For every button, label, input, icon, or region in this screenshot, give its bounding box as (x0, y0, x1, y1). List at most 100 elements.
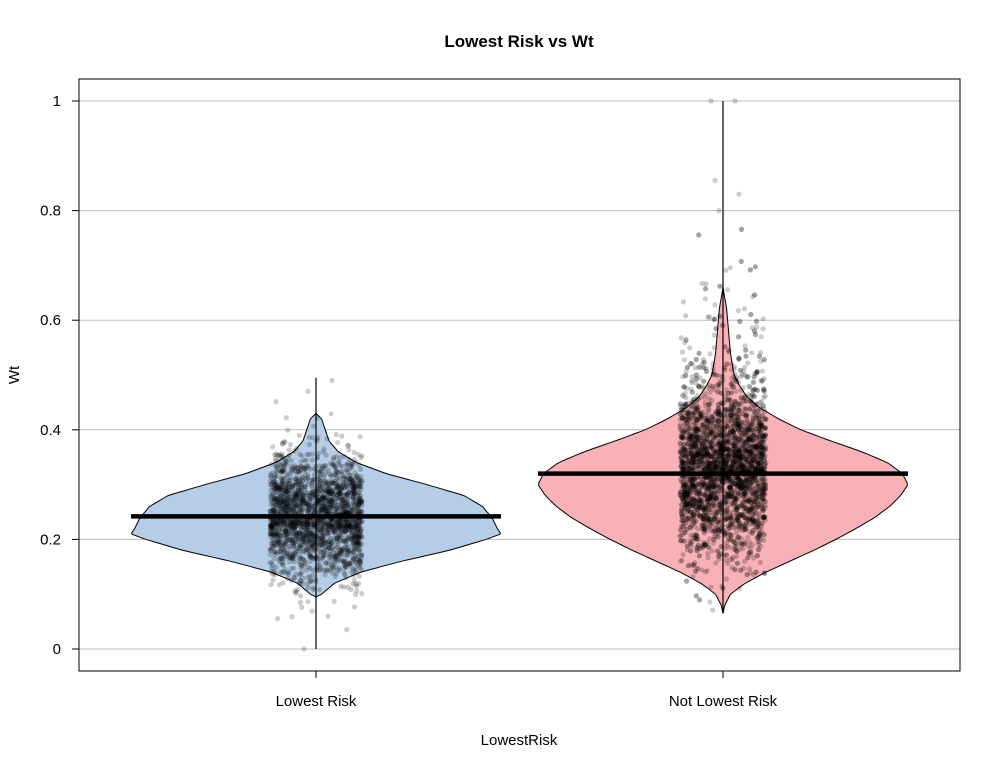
data-point (269, 545, 275, 551)
data-point (338, 519, 345, 525)
data-point (327, 502, 333, 509)
data-point (293, 571, 299, 577)
data-point (305, 481, 311, 487)
data-point (353, 546, 359, 552)
data-point (270, 525, 276, 531)
data-point (297, 580, 303, 586)
data-point (306, 441, 313, 448)
data-point (343, 462, 349, 468)
data-point (349, 525, 356, 531)
data-point (288, 466, 294, 472)
data-point (280, 502, 286, 508)
data-point (317, 491, 323, 497)
data-point (292, 504, 298, 510)
data-point (274, 541, 280, 548)
data-point (269, 523, 275, 529)
data-point (329, 529, 335, 536)
data-point (293, 493, 299, 499)
data-point (325, 530, 331, 537)
data-point (279, 517, 286, 523)
data-point (268, 527, 274, 534)
data-point (300, 497, 306, 503)
data-point (292, 523, 299, 530)
data-point (341, 584, 347, 590)
data-point (314, 489, 320, 495)
data-point (323, 498, 330, 504)
data-point (303, 567, 309, 573)
data-point (283, 462, 289, 468)
data-point (324, 502, 330, 508)
data-point (346, 447, 352, 453)
data-point (357, 558, 363, 564)
data-point (297, 520, 303, 527)
data-point (337, 505, 343, 511)
data-point (293, 520, 299, 526)
data-point (292, 502, 299, 508)
data-point (337, 490, 343, 496)
data-point (284, 503, 290, 509)
data-point (278, 525, 284, 531)
data-point (322, 506, 328, 512)
data-point (303, 457, 309, 463)
data-point (302, 467, 308, 473)
data-point (326, 561, 332, 567)
data-point (267, 531, 273, 537)
data-point (319, 495, 325, 501)
data-point (277, 487, 283, 493)
data-point (275, 484, 281, 490)
data-point (346, 489, 352, 495)
data-point (277, 493, 284, 499)
data-point (321, 486, 327, 492)
data-point (292, 494, 298, 500)
data-point (315, 434, 321, 441)
data-point (334, 469, 340, 475)
data-point (336, 524, 342, 530)
data-point (319, 537, 325, 543)
data-point (304, 525, 311, 531)
data-point (311, 423, 317, 429)
data-point (328, 411, 334, 417)
data-point (288, 566, 294, 572)
data-point (291, 565, 297, 571)
data-point (354, 588, 360, 594)
data-point (331, 492, 337, 498)
data-point (288, 475, 294, 481)
data-point (355, 501, 361, 508)
data-point (356, 534, 362, 541)
data-point (273, 483, 279, 489)
data-point (283, 481, 289, 488)
data-point (321, 446, 327, 452)
data-point (321, 527, 327, 533)
data-point (354, 519, 360, 525)
data-point (344, 517, 350, 523)
data-point (328, 498, 334, 504)
data-point (313, 467, 319, 473)
data-point (357, 560, 363, 566)
data-point (347, 560, 353, 566)
data-point (747, 267, 754, 273)
data-point (296, 544, 302, 550)
data-point (291, 540, 297, 547)
data-point (308, 541, 315, 548)
data-point (309, 479, 316, 486)
data-point (283, 486, 289, 492)
data-point (272, 570, 278, 576)
data-point (295, 494, 301, 500)
data-point (267, 534, 274, 540)
data-point (282, 540, 288, 546)
data-point (283, 527, 289, 534)
data-point (305, 585, 311, 591)
data-point (681, 357, 688, 363)
data-point (267, 508, 274, 514)
data-point (336, 531, 342, 537)
data-point (297, 599, 304, 605)
data-point (290, 496, 296, 502)
data-point (314, 553, 320, 559)
data-point (313, 546, 319, 552)
data-point (318, 529, 325, 536)
data-point (336, 520, 342, 526)
data-point (279, 469, 285, 475)
data-point (341, 505, 347, 511)
data-point (355, 526, 362, 532)
data-point (318, 468, 324, 474)
